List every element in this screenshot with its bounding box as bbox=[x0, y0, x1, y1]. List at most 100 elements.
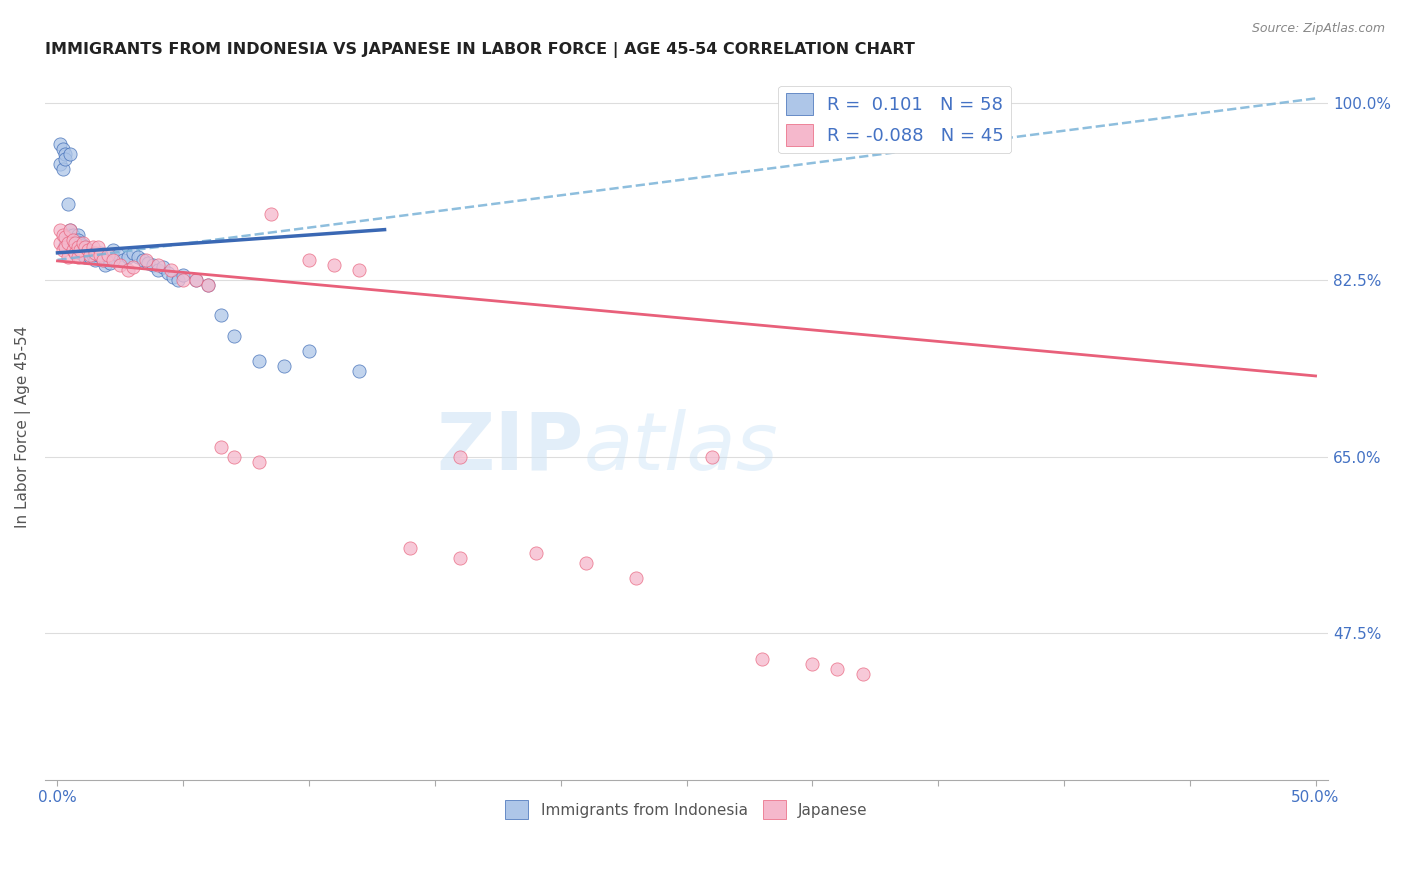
Point bbox=[524, 545, 547, 559]
Point bbox=[157, 266, 180, 280]
Point bbox=[69, 235, 91, 250]
Point bbox=[94, 258, 117, 272]
Point bbox=[146, 258, 169, 272]
Point bbox=[852, 666, 875, 681]
Point bbox=[142, 258, 165, 272]
Text: IMMIGRANTS FROM INDONESIA VS JAPANESE IN LABOR FORCE | AGE 45-54 CORRELATION CHA: IMMIGRANTS FROM INDONESIA VS JAPANESE IN… bbox=[45, 42, 915, 58]
Point bbox=[184, 273, 207, 287]
Point bbox=[101, 243, 124, 257]
Point bbox=[49, 235, 72, 250]
Text: atlas: atlas bbox=[583, 409, 779, 487]
Point bbox=[72, 235, 94, 250]
Point bbox=[323, 258, 346, 272]
Point bbox=[117, 263, 139, 277]
Text: ZIP: ZIP bbox=[437, 409, 583, 487]
Point bbox=[49, 157, 72, 171]
Point bbox=[349, 263, 371, 277]
Point bbox=[135, 252, 157, 267]
Point bbox=[56, 197, 79, 211]
Point bbox=[222, 328, 245, 343]
Point bbox=[184, 273, 207, 287]
Point bbox=[51, 142, 73, 156]
Point bbox=[75, 240, 97, 254]
Point bbox=[260, 207, 283, 221]
Point bbox=[56, 235, 79, 250]
Point bbox=[76, 243, 98, 257]
Point bbox=[62, 237, 84, 252]
Point bbox=[247, 353, 270, 368]
Point bbox=[62, 243, 84, 257]
Point bbox=[197, 278, 219, 293]
Point bbox=[56, 227, 79, 242]
Point bbox=[98, 256, 121, 270]
Point bbox=[66, 240, 89, 254]
Point bbox=[53, 240, 76, 254]
Point bbox=[59, 147, 82, 161]
Point bbox=[66, 243, 89, 257]
Point bbox=[152, 260, 174, 274]
Point bbox=[700, 450, 723, 464]
Point bbox=[624, 571, 647, 585]
Y-axis label: In Labor Force | Age 45-54: In Labor Force | Age 45-54 bbox=[15, 326, 31, 527]
Point bbox=[79, 248, 101, 262]
Point bbox=[91, 252, 114, 267]
Point bbox=[51, 243, 73, 257]
Point bbox=[72, 237, 94, 252]
Point bbox=[122, 260, 145, 274]
Point bbox=[89, 248, 111, 262]
Point bbox=[127, 250, 149, 264]
Point bbox=[146, 263, 169, 277]
Point bbox=[122, 245, 145, 260]
Point bbox=[398, 541, 420, 555]
Point bbox=[97, 250, 120, 264]
Point bbox=[110, 258, 132, 272]
Point bbox=[197, 278, 219, 293]
Point bbox=[167, 273, 190, 287]
Point bbox=[53, 229, 76, 244]
Point bbox=[75, 240, 97, 254]
Point bbox=[62, 227, 84, 242]
Point bbox=[117, 250, 139, 264]
Point bbox=[84, 245, 107, 260]
Point bbox=[49, 136, 72, 151]
Point bbox=[63, 235, 86, 250]
Point bbox=[87, 248, 110, 262]
Point bbox=[172, 273, 194, 287]
Point bbox=[72, 248, 94, 262]
Point bbox=[49, 222, 72, 236]
Point bbox=[51, 227, 73, 242]
Point bbox=[62, 233, 84, 247]
Point bbox=[97, 248, 120, 262]
Point bbox=[349, 364, 371, 378]
Point bbox=[209, 440, 232, 454]
Point bbox=[298, 252, 321, 267]
Point bbox=[751, 651, 773, 665]
Point bbox=[107, 248, 129, 262]
Point bbox=[53, 147, 76, 161]
Point bbox=[53, 152, 76, 166]
Point bbox=[59, 233, 82, 247]
Point bbox=[162, 270, 184, 285]
Text: Source: ZipAtlas.com: Source: ZipAtlas.com bbox=[1251, 22, 1385, 36]
Point bbox=[75, 250, 97, 264]
Point bbox=[63, 245, 86, 260]
Point bbox=[222, 450, 245, 464]
Point bbox=[51, 162, 73, 177]
Point bbox=[82, 240, 104, 254]
Point bbox=[273, 359, 295, 373]
Point bbox=[247, 455, 270, 469]
Point bbox=[827, 662, 849, 676]
Point bbox=[172, 268, 194, 282]
Point bbox=[801, 657, 824, 671]
Point bbox=[69, 243, 91, 257]
Point bbox=[136, 256, 159, 270]
Point bbox=[575, 556, 598, 570]
Point bbox=[101, 252, 124, 267]
Point bbox=[298, 343, 321, 358]
Point bbox=[89, 245, 111, 260]
Point bbox=[79, 250, 101, 264]
Point bbox=[56, 250, 79, 264]
Legend: Immigrants from Indonesia, Japanese: Immigrants from Indonesia, Japanese bbox=[499, 794, 873, 825]
Point bbox=[87, 240, 110, 254]
Point bbox=[159, 263, 181, 277]
